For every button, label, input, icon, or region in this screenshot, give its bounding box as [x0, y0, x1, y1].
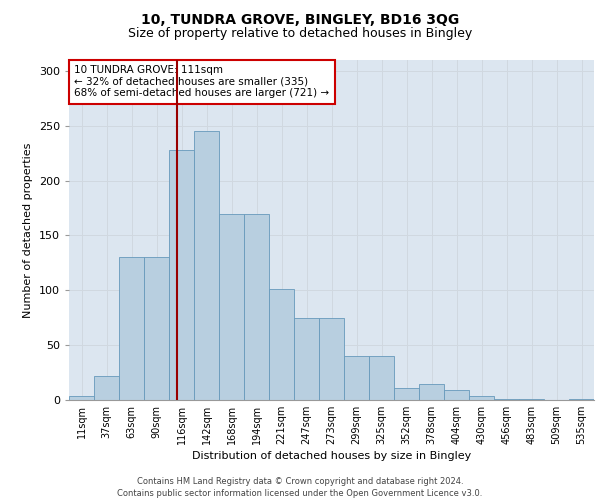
Bar — [269, 289, 294, 400]
Bar — [494, 399, 519, 400]
Bar — [519, 399, 544, 400]
X-axis label: Distribution of detached houses by size in Bingley: Distribution of detached houses by size … — [192, 451, 471, 461]
Text: Contains HM Land Registry data © Crown copyright and database right 2024.
Contai: Contains HM Land Registry data © Crown c… — [118, 476, 482, 498]
Bar — [419, 384, 444, 400]
Bar — [219, 214, 244, 400]
Y-axis label: Number of detached properties: Number of detached properties — [23, 142, 33, 318]
Bar — [169, 150, 194, 400]
Bar — [144, 258, 169, 400]
Text: 10, TUNDRA GROVE, BINGLEY, BD16 3QG: 10, TUNDRA GROVE, BINGLEY, BD16 3QG — [141, 12, 459, 26]
Bar — [194, 132, 219, 400]
Bar — [294, 318, 319, 400]
Bar — [69, 396, 94, 400]
Bar — [344, 356, 369, 400]
Bar — [94, 376, 119, 400]
Bar — [569, 399, 594, 400]
Bar — [444, 390, 469, 400]
Text: Size of property relative to detached houses in Bingley: Size of property relative to detached ho… — [128, 28, 472, 40]
Bar — [119, 258, 144, 400]
Bar — [469, 396, 494, 400]
Bar — [394, 388, 419, 400]
Text: 10 TUNDRA GROVE: 111sqm
← 32% of detached houses are smaller (335)
68% of semi-d: 10 TUNDRA GROVE: 111sqm ← 32% of detache… — [74, 65, 329, 98]
Bar — [369, 356, 394, 400]
Bar — [244, 214, 269, 400]
Bar — [319, 318, 344, 400]
